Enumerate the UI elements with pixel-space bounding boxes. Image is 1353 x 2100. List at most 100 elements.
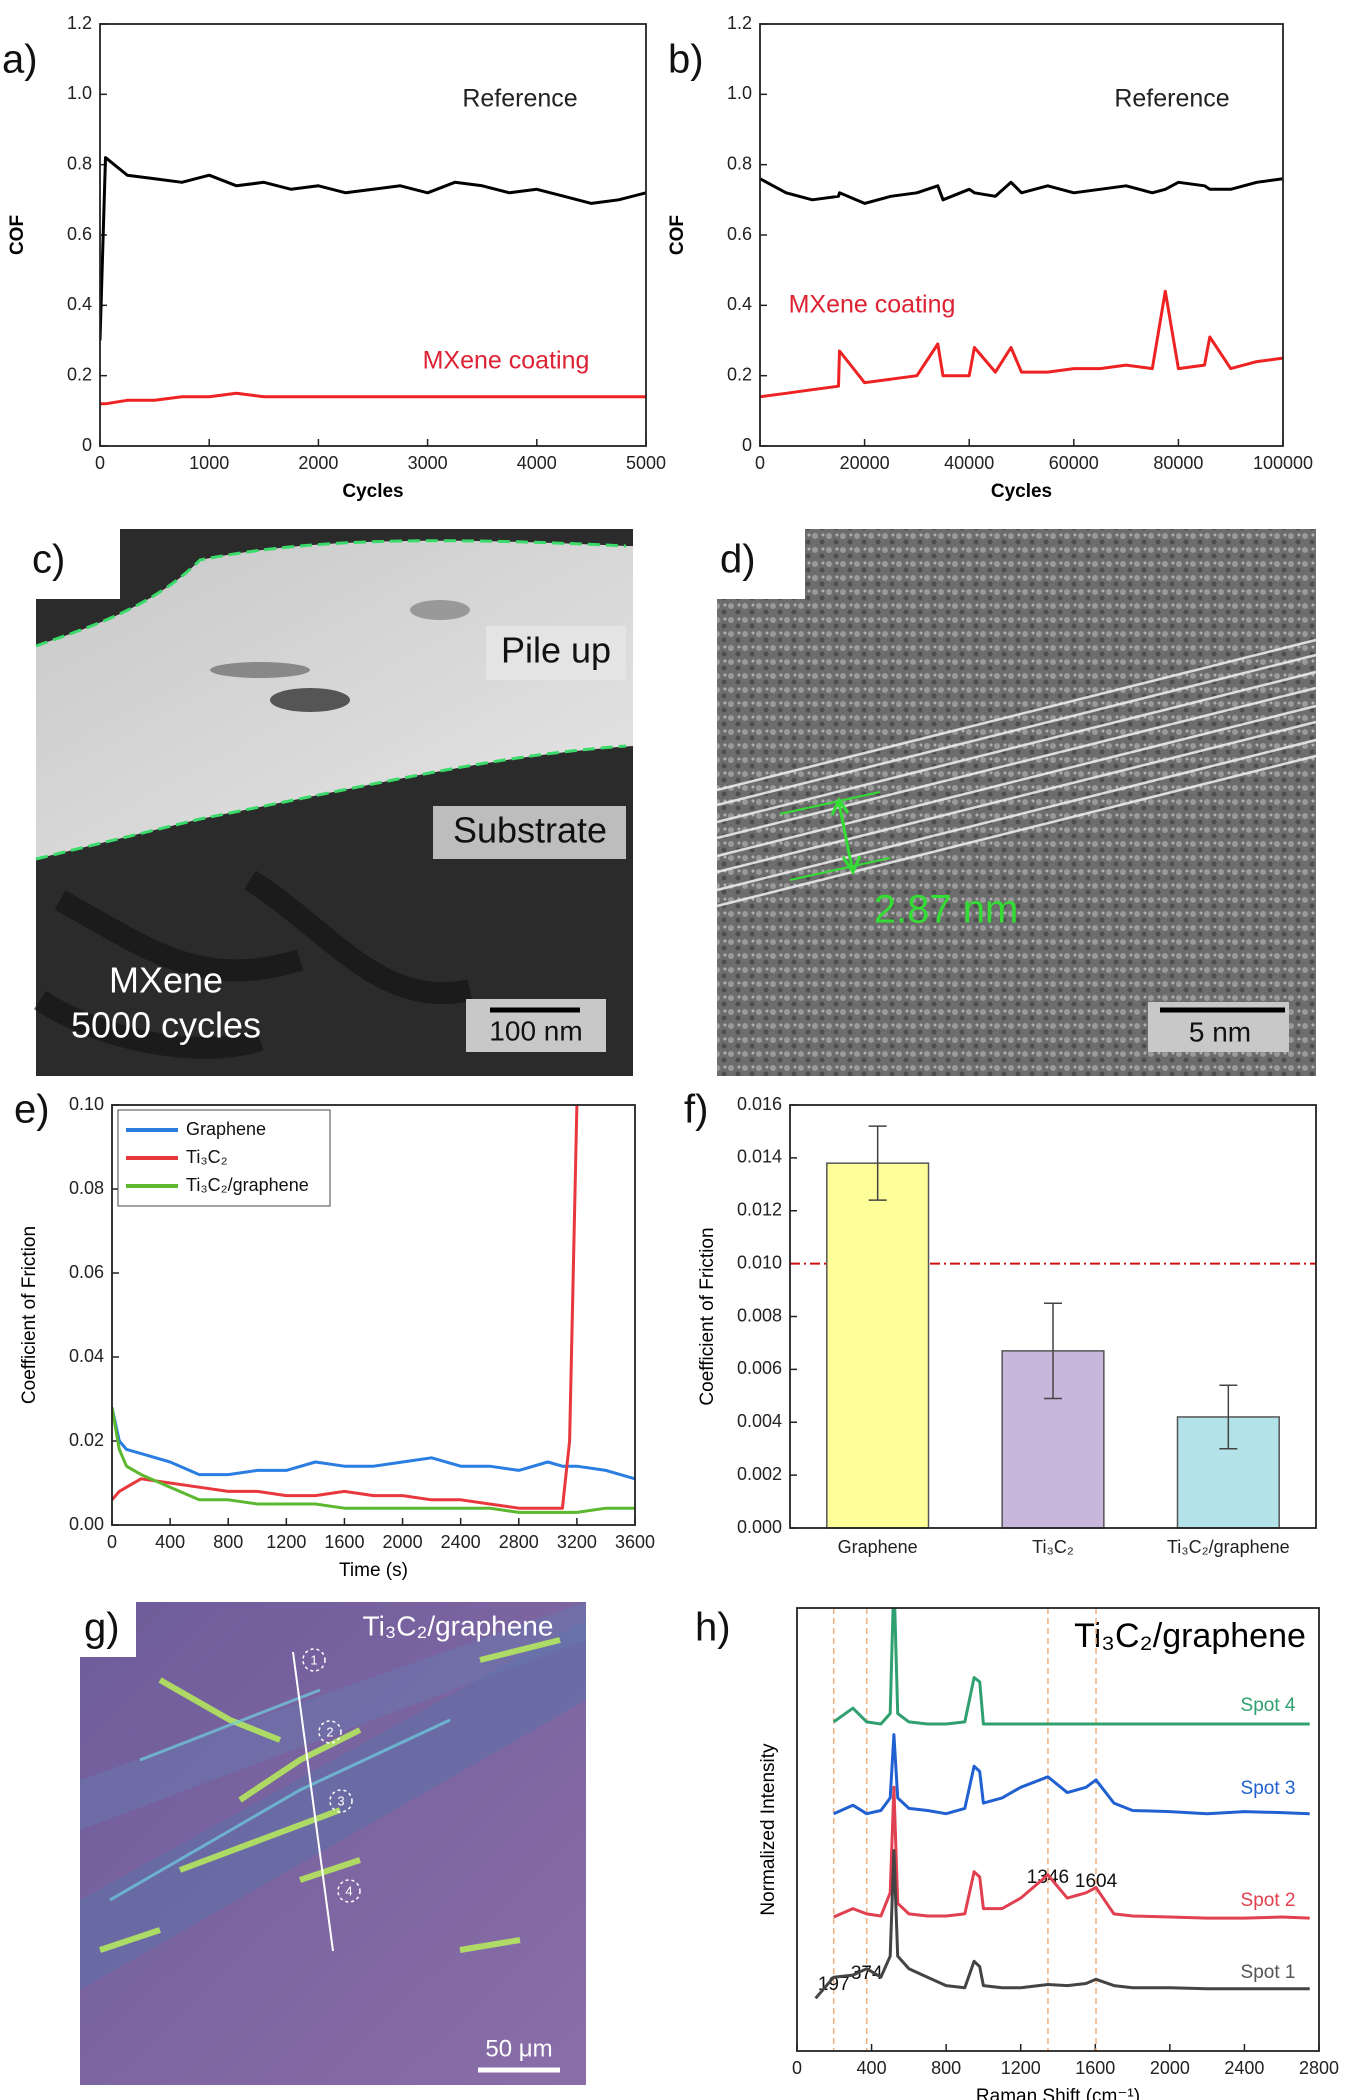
x-tick-label: 0: [107, 1532, 117, 1552]
panel-label: f): [684, 1088, 708, 1132]
y-tick-label: 0: [82, 435, 92, 455]
error-bar: [1044, 1302, 1062, 1400]
series-label: MXene coating: [789, 291, 956, 319]
y-tick-label: 0.02: [69, 1430, 104, 1450]
line-series: [833, 1733, 1310, 1816]
x-tick-label: 0: [792, 2058, 802, 2078]
optical-image: 1 2 3 4 Ti₃C₂/graphene 50 μm: [80, 1602, 586, 2085]
chart: 0 0.2 0.4 0.6 0.8 1.0 1.2 0 20000 40000 60000 80000…: [667, 13, 1313, 502]
x-tick-label: 1200: [266, 1532, 306, 1552]
x-tick-label: Ti₃C₂: [1032, 1537, 1074, 1557]
y-tick-label: 0.002: [737, 1464, 782, 1484]
x-tick-label: 40000: [944, 453, 994, 473]
panel-label: c): [32, 538, 65, 582]
y-tick-label: 0.04: [69, 1346, 104, 1366]
spot-label: 3: [337, 1793, 344, 1808]
x-tick-label: 3000: [408, 453, 448, 473]
spot-label: 1: [310, 1652, 317, 1667]
panel-label: b): [668, 38, 704, 82]
series-label: Spot 2: [1241, 1890, 1296, 1911]
legend-label: Ti₃C₂: [186, 1147, 228, 1167]
legend-label: Graphene: [186, 1119, 266, 1139]
line-series: [112, 1407, 635, 1481]
scale-bar-label: 5 nm: [1189, 1016, 1251, 1047]
x-tick-label: 2400: [441, 1532, 481, 1552]
panel-label: g): [84, 1606, 120, 1650]
chart: 0 0.2 0.4 0.6 0.8 1.0 1.2 0 1000 2000 3000 4000 5000…: [7, 13, 666, 502]
x-tick-label: 4000: [517, 453, 557, 473]
x-tick-label: 2000: [1150, 2058, 1190, 2078]
y-tick-label: 0.000: [737, 1517, 782, 1537]
x-tick-label: 0: [755, 453, 765, 473]
y-tick-label: 0.006: [737, 1358, 782, 1378]
x-tick-label: 1200: [1001, 2058, 1041, 2078]
peak-label: 197: [818, 1974, 850, 1995]
y-tick-label: 0.06: [69, 1262, 104, 1282]
plot-frame: [796, 1607, 1320, 2052]
line-series: [760, 289, 1283, 399]
chart-title: Ti₃C₂/graphene: [1074, 1617, 1306, 1655]
y-tick-label: 0.004: [737, 1411, 782, 1431]
x-tick-label: 800: [931, 2058, 961, 2078]
x-tick-label: Ti₃C₂/graphene: [1167, 1537, 1290, 1557]
spot-label: 2: [326, 1724, 333, 1739]
y-tick-label: 0.00: [69, 1514, 104, 1534]
y-tick-label: 0.4: [727, 294, 752, 314]
y-tick-label: 1.2: [67, 13, 92, 33]
series-label: Spot 1: [1241, 1962, 1296, 1983]
x-tick-label: 2800: [499, 1532, 539, 1552]
y-axis-label: Normalized Intensity: [758, 1743, 779, 1916]
plot-frame: [99, 23, 647, 447]
error-bar: [868, 1125, 887, 1201]
x-tick-label: 20000: [840, 453, 890, 473]
y-axis-label: Coefficient of Friction: [19, 1226, 40, 1404]
y-tick-label: 1.0: [67, 83, 92, 103]
y-tick-label: 0.016: [737, 1094, 782, 1114]
y-tick-label: 0.8: [727, 153, 752, 173]
x-tick-label: 60000: [1049, 453, 1099, 473]
panel-label: h): [695, 1606, 731, 1650]
x-tick-label: 1000: [189, 453, 229, 473]
x-tick-label: Graphene: [838, 1537, 918, 1557]
plot-frame: [759, 23, 1284, 447]
hrtem-image: 2.87 nm 5 nm: [716, 529, 1317, 1076]
peak-label: 374: [851, 1963, 883, 1984]
series-label: Spot 4: [1241, 1695, 1296, 1716]
chart: 0 400 800 1200 1600 2000 2400 2800 Normalized In…: [758, 1607, 1339, 2100]
y-tick-label: 0.8: [67, 153, 92, 173]
x-tick-label: 2000: [383, 1532, 423, 1552]
line-series: [814, 1849, 1310, 2000]
image-label: MXene: [109, 960, 223, 1001]
image-title: Ti₃C₂/graphene: [363, 1610, 554, 1641]
spot-label: 4: [345, 1883, 352, 1898]
y-axis-label: Coefficient of Friction: [697, 1227, 718, 1405]
y-tick-label: 0.2: [67, 364, 92, 384]
y-tick-label: 0.6: [67, 224, 92, 244]
x-tick-label: 1600: [1075, 2058, 1115, 2078]
image-label: Substrate: [453, 810, 607, 851]
y-tick-label: 1.2: [727, 13, 752, 33]
x-tick-label: 400: [155, 1532, 185, 1552]
y-tick-label: 0.4: [67, 294, 92, 314]
error-bar: [1219, 1384, 1238, 1450]
line-series: [760, 177, 1283, 205]
peak-label: 1604: [1075, 1871, 1118, 1892]
plot-frame: [111, 1104, 636, 1526]
y-tick-label: 0.2: [727, 364, 752, 384]
x-tick-label: 400: [857, 2058, 887, 2078]
chart: 0.00 0.02 0.04 0.06 0.08 0.10 0 400 800 1200 1600 2…: [19, 1094, 655, 1581]
tem-image: Pile up Substrate MXene 5000 cycles 100 …: [33, 529, 633, 1076]
x-tick-label: 2000: [298, 453, 338, 473]
y-tick-label: 0.010: [737, 1252, 782, 1272]
peak-label: 1346: [1027, 1867, 1069, 1888]
y-tick-label: 0.012: [737, 1200, 782, 1220]
x-tick-label: 5000: [626, 453, 666, 473]
chart: 0.000 0.002 0.004 0.006 0.008 0.010 0.012 0.014…: [697, 1094, 1317, 1557]
image-label: 5000 cycles: [71, 1005, 261, 1046]
series-label: Reference: [1114, 85, 1229, 113]
measurement-label: 2.87 nm: [874, 888, 1019, 932]
line-series: [832, 1608, 1310, 1726]
y-tick-label: 0.014: [737, 1147, 782, 1167]
panel-label: e): [14, 1088, 50, 1132]
